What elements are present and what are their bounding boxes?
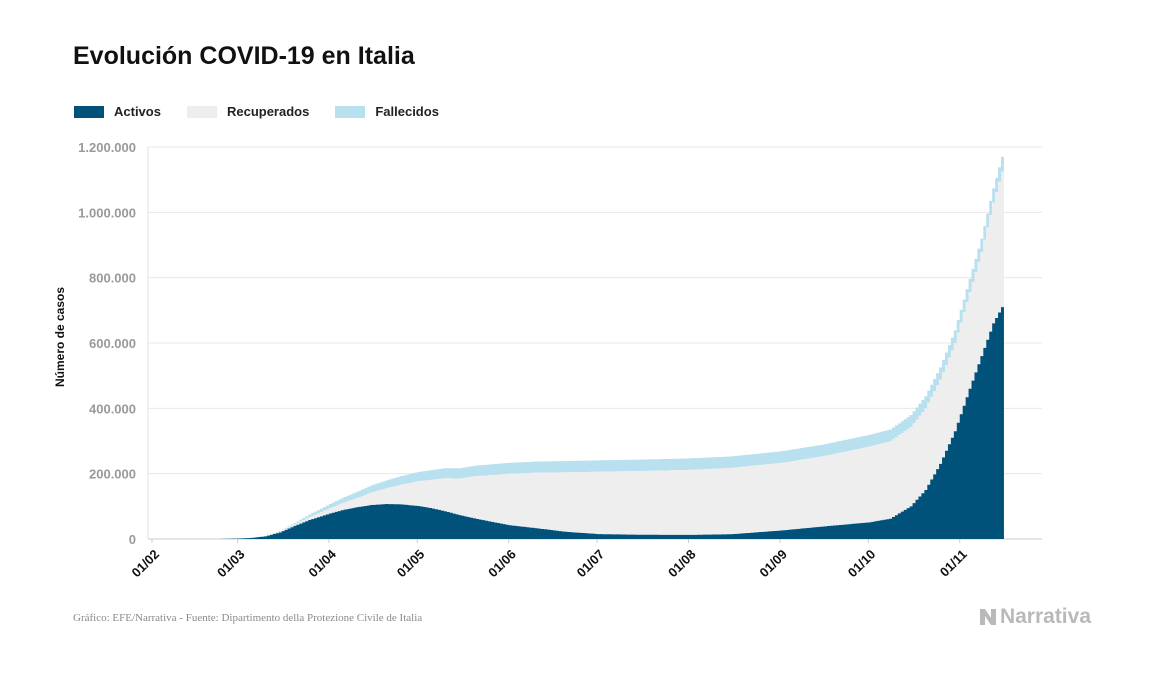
brand-logo: Narrativa	[978, 605, 1091, 629]
legend-label-activos: Activos	[114, 104, 161, 119]
y-tick-label: 200.000	[89, 467, 136, 482]
stacked-area-chart: 0 200.000 400.000 600.000 800.000 1.000.000 1.…	[53, 140, 1042, 581]
y-tick-label: 1.200.000	[78, 140, 136, 155]
x-tick-label: 01/10	[845, 547, 879, 581]
y-tick-label: 800.000	[89, 271, 136, 286]
x-tick-label: 01/06	[485, 547, 519, 581]
x-tick-label: 01/05	[394, 547, 428, 581]
area-activos	[152, 307, 1004, 539]
legend-item-fallecidos: Fallecidos	[335, 104, 439, 119]
x-tick-label: 01/09	[756, 547, 790, 581]
area-fallecidos	[152, 156, 1004, 540]
legend-swatch-fallecidos	[335, 105, 366, 118]
legend-label-fallecidos: Fallecidos	[375, 104, 439, 119]
narrativa-logo-icon	[979, 609, 996, 625]
area-recuperados	[152, 171, 1004, 539]
x-tick-label: 01/11	[937, 547, 970, 580]
legend-item-activos: Activos	[74, 104, 161, 119]
legend-swatch-activos	[74, 105, 104, 118]
legend-label-recuperados: Recuperados	[226, 104, 310, 119]
brand-name: Narrativa	[999, 605, 1091, 628]
legend: Activos Recuperados Fallecidos	[74, 104, 465, 119]
area-series	[152, 156, 1004, 540]
x-tick-label: 01/04	[305, 546, 339, 580]
x-tick-label: 01/02	[129, 547, 163, 581]
source-footer: Gráfico: EFE/Narrativa - Fuente: Diparti…	[73, 612, 423, 624]
y-axis-label: Número de casos	[53, 287, 67, 387]
y-tick-label: 0	[129, 532, 136, 547]
y-tick-label: 400.000	[89, 401, 136, 416]
chart-title: Evolución COVID-19 en Italia	[73, 42, 415, 70]
y-tick-label: 1.000.000	[78, 205, 136, 220]
x-tick-label: 01/07	[574, 547, 608, 581]
legend-swatch-recuperados	[186, 105, 217, 118]
y-tick-label: 600.000	[89, 336, 136, 351]
x-tick-label: 01/08	[665, 547, 699, 581]
legend-item-recuperados: Recuperados	[186, 104, 310, 119]
x-tick-label: 01/03	[214, 547, 248, 581]
